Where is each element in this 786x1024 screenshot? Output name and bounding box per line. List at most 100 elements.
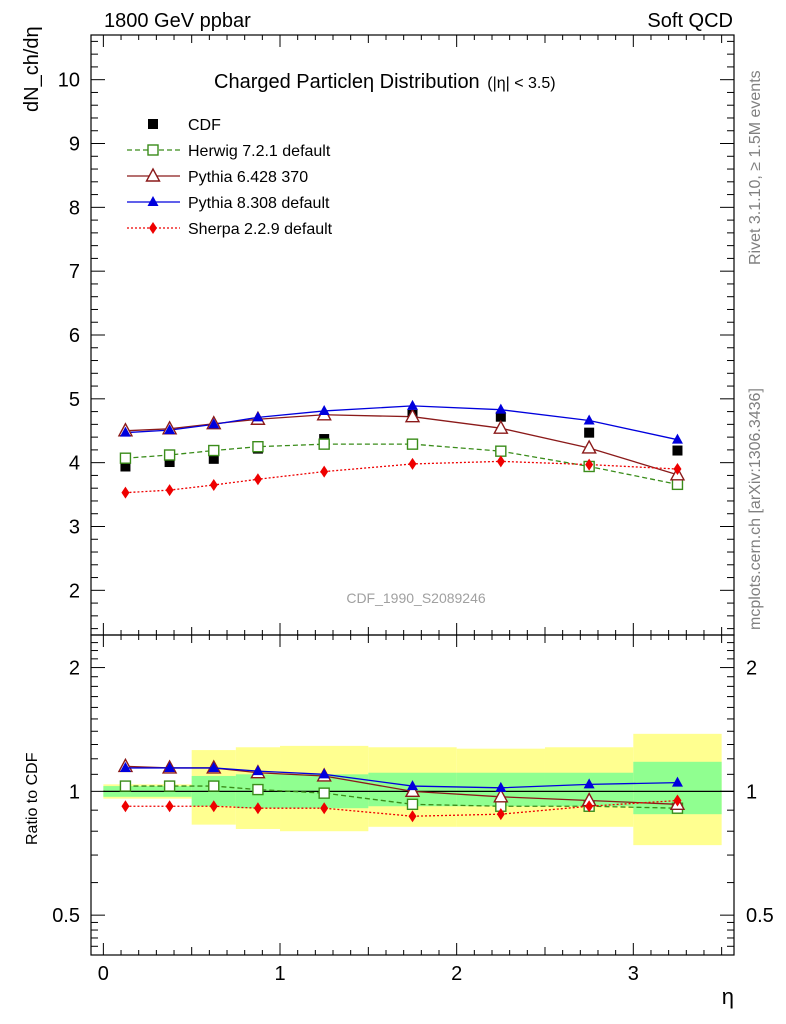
ratio-point-sherpa-2-2-9-default: [673, 794, 682, 807]
point-pythia-8-308-default: [583, 414, 595, 425]
x-axis-label: η: [722, 984, 734, 1009]
point-sherpa-2-2-9-default: [585, 458, 594, 471]
x-tick-label: 2: [451, 963, 462, 985]
ratio-y-tick-label-right: 2: [746, 658, 757, 680]
point-herwig-7-2-1-default: [252, 441, 264, 453]
analysis-id: CDF_1990_S2089246: [346, 590, 486, 606]
ratio-point-pythia-8-308-default: [671, 776, 683, 787]
point-sherpa-2-2-9-default: [209, 479, 218, 491]
main-y-tick-label: 6: [69, 325, 80, 347]
main-y-tick-label: 3: [69, 516, 80, 538]
series-line-herwig-7-2-1-default: [125, 443, 678, 485]
point-sherpa-2-2-9-default: [408, 457, 417, 470]
main-y-axis-label: dN_ch/dη: [21, 26, 43, 112]
legend-marker-sherpa-2-2-9-default: [149, 222, 157, 234]
x-tick-label: 3: [628, 963, 639, 985]
ratio-point-herwig-7-2-1-default: [252, 783, 264, 796]
point-pythia-8-308-default: [318, 404, 330, 415]
ratio-point-pythia-6-428-370: [493, 788, 509, 803]
ratio-point-pythia-8-308-default: [495, 781, 507, 792]
ratio-point-pythia-8-308-default: [208, 761, 220, 772]
point-sherpa-2-2-9-default: [165, 484, 174, 497]
side-text-top: Rivet 3.1.10, ≥ 1.5M events: [747, 70, 764, 265]
main-y-tick-label: 10: [58, 70, 80, 92]
point-pythia-8-308-default: [252, 411, 264, 422]
point-herwig-7-2-1-default: [119, 452, 132, 464]
point-cdf: [164, 457, 175, 468]
legend-marker-herwig-7-2-1-default: [147, 144, 159, 156]
ratio-point-herwig-7-2-1-default: [208, 780, 220, 792]
point-sherpa-2-2-9-default: [121, 486, 130, 499]
ratio-point-herwig-7-2-1-default: [119, 780, 132, 792]
point-cdf: [120, 461, 131, 472]
x-tick-label: 1: [274, 963, 285, 985]
point-pythia-8-308-default: [495, 403, 507, 414]
point-sherpa-2-2-9-default: [496, 455, 505, 468]
ratio-frame: [90, 634, 735, 956]
main-y-tick-label: 9: [69, 134, 80, 156]
side-text-bottom: mcplots.cern.ch [arXiv:1306.3436]: [747, 388, 764, 630]
ratio-point-pythia-8-308-default: [318, 768, 330, 779]
main-ticks: 2 3 4 5 6 7 8 9 10: [58, 35, 734, 635]
ratio-point-pythia-8-308-default: [119, 761, 131, 772]
point-pythia-6-428-370: [404, 408, 421, 423]
ratio-point-sherpa-2-2-9-default: [585, 800, 594, 813]
legend-label-pythia-8-308-default: Pythia 8.308 default: [188, 195, 330, 212]
ratio-panel: Ratio to CDF 0 1 2 3 0.5 0.5 1 1 2 2 η: [24, 634, 774, 1009]
point-cdf: [208, 453, 219, 464]
point-pythia-6-428-370: [493, 419, 509, 434]
main-title-note: (|η| < 3.5): [487, 75, 555, 92]
ratio-point-sherpa-2-2-9-default: [121, 800, 130, 813]
ratio-point-sherpa-2-2-9-default: [496, 808, 505, 821]
ratio-y-tick-label: 0.5: [52, 905, 80, 927]
ratio-ticks: 0 1 2 3 0.5 0.5 1 1 2 2: [52, 635, 774, 985]
ratio-point-sherpa-2-2-9-default: [320, 802, 329, 815]
ratio-point-herwig-7-2-1-default: [163, 780, 176, 792]
ratio-point-pythia-8-308-default: [407, 780, 418, 791]
legend-marker-cdf: [148, 119, 158, 129]
point-pythia-8-308-default: [208, 418, 220, 429]
legend-label-cdf: CDF: [188, 117, 221, 134]
point-herwig-7-2-1-default: [671, 478, 684, 491]
ratio-point-pythia-8-308-default: [252, 765, 264, 776]
ratio-y-tick-label: 2: [69, 658, 80, 680]
main-panel: Charged Particleη Distribution (|η| < 3.…: [21, 26, 735, 636]
legend-marker-pythia-8-308-default: [147, 196, 159, 206]
point-herwig-7-2-1-default: [208, 444, 220, 457]
point-pythia-8-308-default: [164, 424, 176, 435]
main-y-tick-label: 7: [69, 261, 80, 283]
point-pythia-8-308-default: [671, 433, 683, 444]
main-y-tick-label: 8: [69, 197, 80, 219]
ratio-y-axis-label: Ratio to CDF: [24, 752, 41, 845]
ratio-point-pythia-6-428-370: [404, 782, 421, 798]
ratio-line-herwig-7-2-1-default: [125, 785, 678, 809]
point-herwig-7-2-1-default: [163, 449, 176, 461]
header-right: Soft QCD: [647, 10, 733, 32]
ratio-point-herwig-7-2-1-default: [406, 798, 419, 811]
ratio-point-pythia-8-308-default: [164, 761, 176, 772]
point-herwig-7-2-1-default: [495, 445, 507, 457]
point-herwig-7-2-1-default: [406, 438, 419, 450]
legend-label-pythia-6-428-370: Pythia 6.428 370: [188, 169, 308, 186]
main-y-tick-label: 4: [69, 453, 80, 475]
point-sherpa-2-2-9-default: [253, 473, 262, 486]
series-line-pythia-8-308-default: [125, 405, 678, 441]
ratio-point-sherpa-2-2-9-default: [253, 802, 262, 815]
point-cdf: [672, 445, 683, 456]
ratio-y-tick-label-right: 1: [746, 781, 757, 803]
legend-label-sherpa-2-2-9-default: Sherpa 2.2.9 default: [188, 221, 333, 238]
legend-marker-pythia-6-428-370: [145, 167, 161, 182]
main-title: Charged Particleη Distribution (|η| < 3.…: [214, 71, 556, 93]
main-y-tick-label: 5: [69, 389, 80, 411]
legend: CDF Herwig 7.2.1 default Pythia 6.428 370 P…: [127, 117, 333, 238]
point-cdf: [584, 427, 595, 438]
ratio-point-sherpa-2-2-9-default: [408, 810, 417, 823]
point-cdf: [495, 411, 506, 422]
main-title-text: Charged Particleη Distribution: [214, 71, 480, 93]
ratio-point-herwig-7-2-1-default: [318, 787, 330, 799]
ratio-point-sherpa-2-2-9-default: [209, 800, 218, 813]
main-series: [117, 399, 686, 499]
ratio-point-pythia-8-308-default: [583, 778, 595, 789]
point-pythia-8-308-default: [119, 426, 131, 437]
ratio-y-tick-label-right: 0.5: [746, 905, 774, 927]
